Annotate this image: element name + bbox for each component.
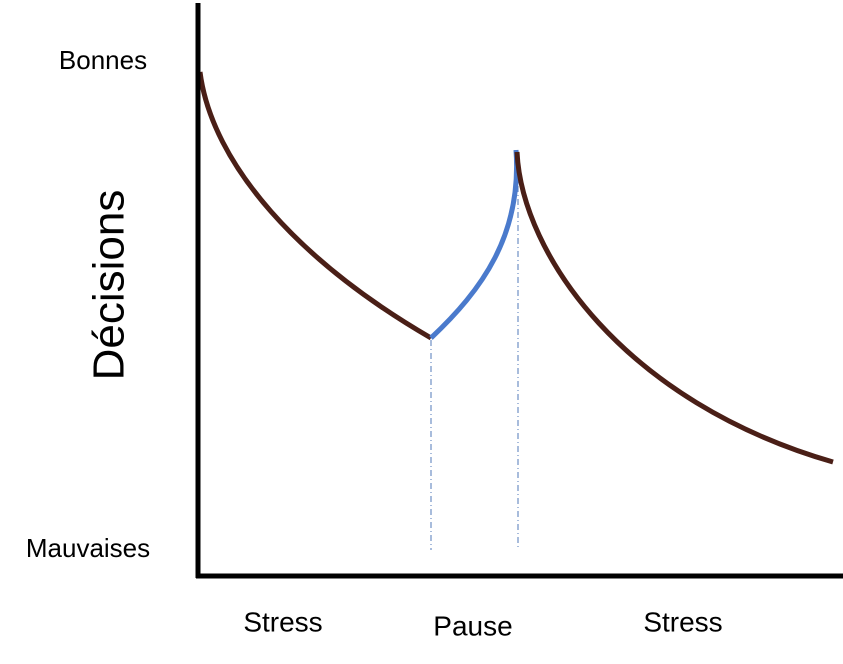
phase-label: Stress — [643, 606, 722, 637]
y-axis-title: Décisions — [85, 190, 134, 381]
top-label: Bonnes — [59, 45, 147, 75]
phase-label: Stress — [243, 606, 322, 637]
bottom-label: Mauvaises — [26, 533, 150, 563]
stress-curve — [197, 71, 433, 341]
stress-curve — [514, 151, 834, 465]
phase-label: Pause — [433, 610, 512, 641]
pause-curve — [429, 149, 520, 340]
